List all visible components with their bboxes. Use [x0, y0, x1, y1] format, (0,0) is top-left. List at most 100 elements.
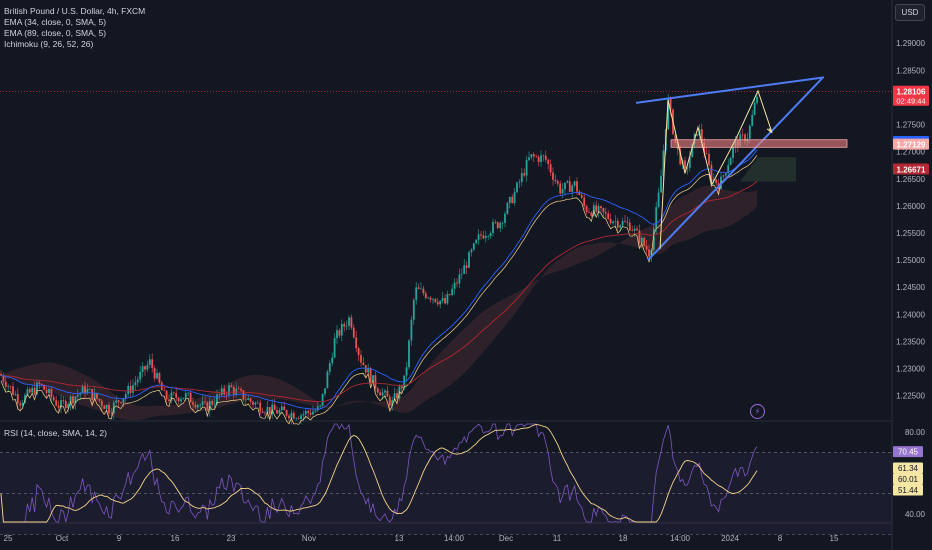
candle-body	[432, 298, 434, 300]
candle-body	[616, 220, 619, 228]
price-label	[893, 163, 929, 175]
candle-body	[566, 181, 569, 183]
candle-body	[600, 206, 602, 208]
candle-body	[448, 294, 451, 295]
candle-body	[247, 398, 250, 401]
candle-body	[252, 401, 254, 405]
lightning-icon[interactable]: ⚡	[750, 404, 765, 419]
price-tick-label: 1.26000	[896, 202, 925, 211]
candle-body	[316, 406, 319, 411]
candle-body	[292, 412, 295, 419]
candle-body	[350, 317, 353, 328]
candle-body	[391, 400, 394, 406]
price-label-text: 1.28106	[897, 88, 926, 97]
candle-body	[324, 388, 326, 394]
candle-body	[43, 384, 46, 390]
ichimoku-legend[interactable]: Ichimoku (9, 26, 52, 26)	[4, 39, 94, 49]
candle-body	[278, 410, 281, 414]
candle-body	[273, 404, 276, 411]
candle-body	[302, 414, 305, 416]
candle-body	[489, 233, 492, 237]
rsi-legend[interactable]: RSI (14, close, SMA, 14, 2)	[4, 428, 107, 438]
candle-body	[460, 273, 463, 275]
candle-body	[494, 222, 497, 223]
candle-body	[434, 298, 437, 303]
rsi-value-text: 60.01	[898, 475, 919, 484]
candle-body	[532, 154, 535, 157]
candle-body	[393, 393, 396, 401]
candle-body	[518, 181, 521, 183]
candle-body	[756, 96, 758, 103]
ema34-legend[interactable]: EMA (34, close, 0, SMA, 5)	[4, 17, 107, 27]
candle-body	[336, 330, 338, 339]
candle-body	[312, 411, 314, 415]
candle-body	[470, 249, 473, 253]
rsi-pane: 80.00 40.00 70.45 61.34 60.01 51.44	[0, 423, 926, 535]
candle-body	[621, 221, 624, 226]
candle-body	[206, 402, 209, 411]
candle-body	[314, 410, 317, 412]
ema89-legend[interactable]: EMA (89, close, 0, SMA, 5)	[4, 28, 107, 38]
candle-body	[146, 364, 149, 370]
candle-body	[508, 197, 511, 203]
candle-body	[108, 404, 110, 414]
candle-body	[480, 234, 482, 236]
candle-body	[86, 389, 89, 394]
candle-body	[321, 393, 324, 406]
rsi-tick-label: 40.00	[905, 510, 926, 519]
candle-body	[57, 405, 60, 408]
candle-body	[307, 410, 310, 413]
candle-body	[127, 386, 130, 395]
candle-body	[84, 386, 86, 394]
time-tick-label: 16	[171, 534, 180, 543]
candle-body	[103, 405, 106, 409]
candle-body	[134, 382, 137, 386]
candle-body	[453, 282, 456, 289]
candle-body	[384, 390, 386, 393]
candle-body	[667, 98, 670, 130]
candle-body	[249, 398, 252, 402]
candle-body	[590, 212, 593, 216]
candle-body	[276, 410, 278, 414]
candle-body	[446, 294, 449, 304]
candle-body	[501, 222, 504, 224]
candle-body	[328, 363, 331, 372]
candle-body	[744, 134, 746, 142]
candle-body	[199, 404, 202, 406]
candle-body	[595, 205, 598, 212]
candle-body	[232, 387, 235, 395]
candle-body	[420, 288, 422, 290]
candle-body	[585, 206, 588, 213]
candle-body	[619, 225, 622, 228]
price-tick-label: 1.23500	[896, 337, 925, 346]
candle-body	[408, 340, 410, 368]
candle-body	[115, 400, 118, 403]
candle-body	[156, 373, 158, 379]
indicator-lines	[0, 149, 758, 425]
candle-body	[72, 396, 74, 404]
candle-body	[81, 386, 84, 393]
price-tick-label: 1.24500	[896, 283, 925, 292]
candle-body	[376, 388, 379, 393]
candle-body	[496, 222, 499, 229]
price-label	[893, 85, 929, 106]
candle-body	[427, 297, 430, 299]
candle-body	[360, 354, 362, 363]
candle-body	[297, 418, 300, 419]
candle-body	[225, 394, 228, 395]
candle-body	[290, 412, 293, 419]
cloud-future	[740, 157, 796, 182]
currency-button[interactable]: USD	[895, 4, 925, 21]
candle-body	[412, 299, 415, 320]
arrow-head	[766, 128, 773, 134]
candle-body	[516, 182, 518, 193]
candle-body	[120, 402, 122, 404]
candle-body	[74, 396, 77, 404]
price-axis: 1.29000 1.28500 1.27500 1.27000 1.26500 1.260…	[893, 39, 929, 401]
candle-body	[340, 324, 343, 336]
candle-body	[93, 392, 96, 400]
candle-body	[655, 207, 658, 229]
grid	[0, 0, 893, 550]
resistance-zone	[670, 139, 848, 148]
